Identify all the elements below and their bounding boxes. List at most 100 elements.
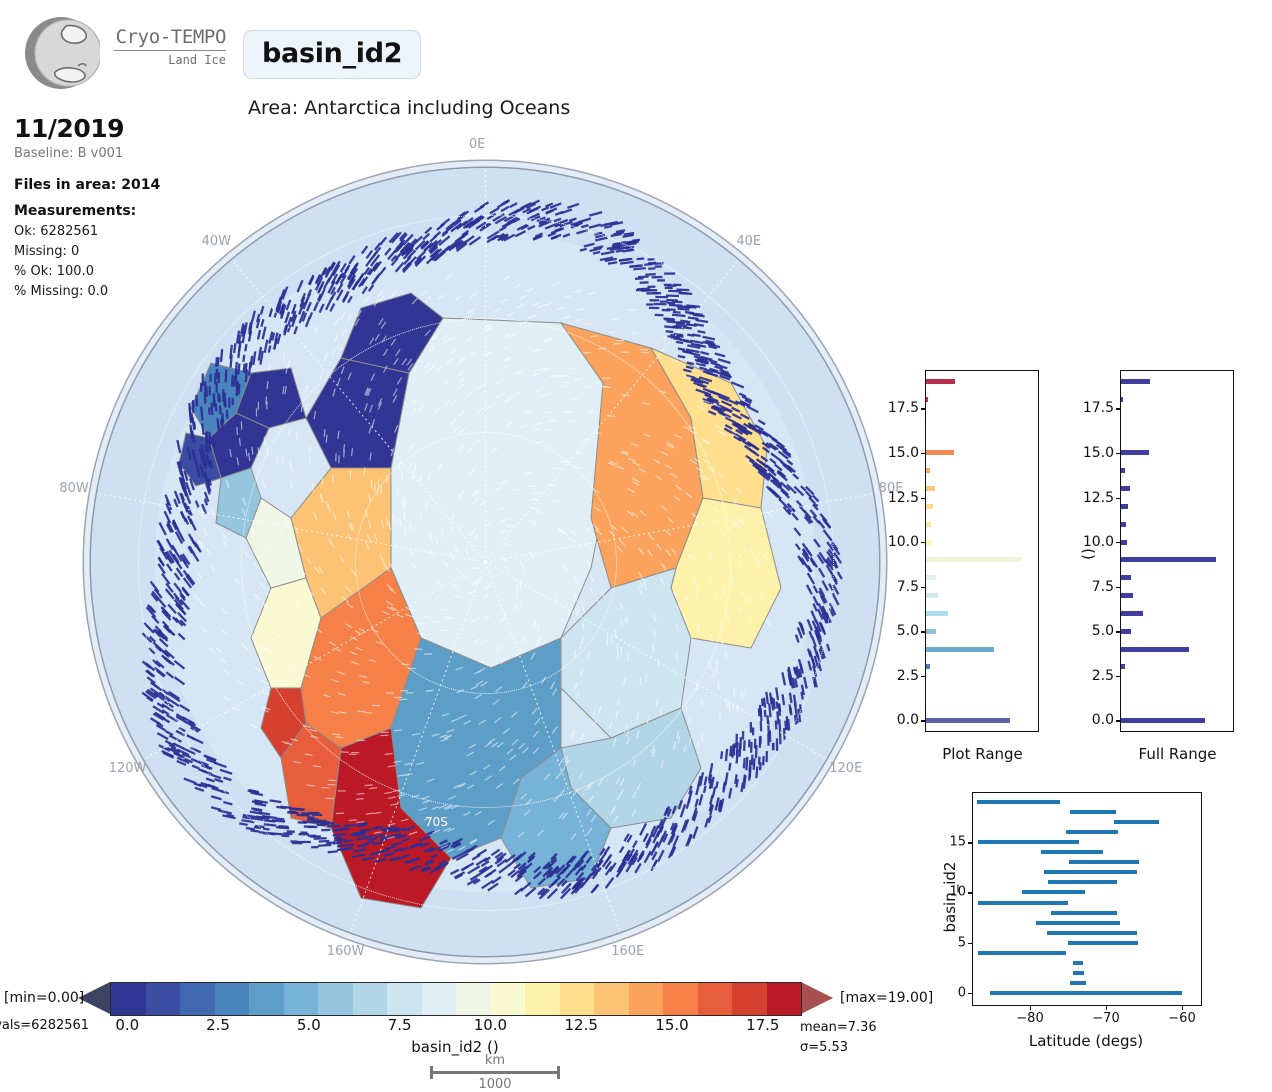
histogram-ytick-mark bbox=[1116, 498, 1121, 499]
histogram-ytick-mark bbox=[1116, 408, 1121, 409]
colorbar-tick-0: 0.0 bbox=[115, 1016, 139, 1034]
basin-latitude-ytick-mark bbox=[968, 892, 973, 893]
full-range-axes: 0.02.55.07.510.012.515.017.5 bbox=[1120, 370, 1234, 732]
colorbar-tick-6: 15.0 bbox=[655, 1016, 688, 1034]
parameter-badge[interactable]: basin_id2 bbox=[243, 30, 421, 79]
histogram-bar bbox=[1121, 611, 1143, 616]
basin-latitude-segment bbox=[978, 901, 1068, 905]
histogram-ytick-mark bbox=[1116, 587, 1121, 588]
histogram-bar bbox=[1121, 379, 1150, 384]
histogram-ytick-mark bbox=[921, 631, 926, 632]
basin-latitude-segment bbox=[1022, 890, 1084, 894]
basin-latitude-segment bbox=[1070, 810, 1116, 814]
basin-latitude-ytick-mark bbox=[968, 943, 973, 944]
basin-latitude-xtick-mark bbox=[1030, 1005, 1031, 1010]
colorbar-tick-4: 10.0 bbox=[474, 1016, 507, 1034]
basin-latitude-ytick-mark bbox=[968, 993, 973, 994]
basin-latitude-panel[interactable]: 051015−80−70−60 basin_id2 Latitude (degs… bbox=[972, 792, 1202, 1060]
histogram-ytick-mark bbox=[1116, 631, 1121, 632]
histogram-bar bbox=[1121, 397, 1123, 402]
map-longitude-label: 120E bbox=[829, 761, 862, 776]
map-longitude-label: 120W bbox=[109, 761, 147, 776]
histogram-bar bbox=[1121, 593, 1133, 598]
basin-latitude-segment bbox=[1114, 820, 1160, 824]
histogram-bar bbox=[926, 450, 954, 455]
colorbar-sigma-label: σ=5.53 bbox=[800, 1038, 877, 1058]
basin-latitude-segment bbox=[1047, 931, 1137, 935]
basin-latitude-segment bbox=[978, 840, 1079, 844]
basin-latitude-segment bbox=[1068, 941, 1138, 945]
colorbar-swatch-14 bbox=[594, 983, 629, 1015]
histogram-bar bbox=[926, 540, 932, 545]
full-range-ylabel: () bbox=[1079, 524, 1097, 584]
histogram-ytick-mark bbox=[921, 408, 926, 409]
basin-latitude-xtick-mark bbox=[1182, 1005, 1183, 1010]
scale-bar-line bbox=[430, 1071, 560, 1074]
histogram-ytick-mark bbox=[921, 720, 926, 721]
basin-latitude-ytick-mark bbox=[968, 842, 973, 843]
colorbar-tick-1: 2.5 bbox=[206, 1016, 230, 1034]
map-longitude-label: 40E bbox=[736, 234, 761, 249]
colorbar-gradient bbox=[110, 982, 802, 1016]
plot-range-caption: Plot Range bbox=[925, 745, 1040, 763]
map-latitude-label: 70S bbox=[425, 815, 448, 829]
colorbar-swatch-3 bbox=[215, 983, 250, 1015]
logo-subtitle: Land Ice bbox=[106, 54, 226, 66]
histogram-ytick-mark bbox=[921, 453, 926, 454]
colorbar-swatch-7 bbox=[353, 983, 388, 1015]
histogram-bar bbox=[926, 664, 930, 669]
colorbar-min-label: [min=0.00] bbox=[4, 990, 84, 1006]
histogram-ytick-mark bbox=[1116, 453, 1121, 454]
histogram-bar bbox=[1121, 468, 1125, 473]
colorbar-stats: mean=7.36 σ=5.53 bbox=[800, 1018, 877, 1057]
basin-latitude-segment bbox=[1048, 880, 1116, 884]
basin-latitude-segment bbox=[1073, 961, 1083, 965]
basin-latitude-segment bbox=[1066, 830, 1118, 834]
full-range-panel[interactable]: 0.02.55.07.510.012.515.017.5 () Full Ran… bbox=[1120, 370, 1235, 770]
colorbar-tick-5: 12.5 bbox=[564, 1016, 597, 1034]
colorbar-swatch-1 bbox=[146, 983, 181, 1015]
colorbar-nvals-label: nvals=6282561 bbox=[0, 1018, 89, 1033]
antarctica-polar-map[interactable]: 70S 0E40E80E120E160E160W120W80W40W km 10… bbox=[60, 148, 880, 968]
cryo-tempo-logo: Cryo-TEMPO Land Ice bbox=[14, 8, 229, 94]
colorbar-swatch-18 bbox=[732, 983, 767, 1015]
map-longitude-label: 80W bbox=[59, 481, 88, 496]
plot-range-panel[interactable]: 0.02.55.07.510.012.515.017.5 Plot Range bbox=[925, 370, 1040, 770]
colorbar-swatch-15 bbox=[629, 983, 664, 1015]
histogram-ytick-mark bbox=[921, 587, 926, 588]
map-longitude-label: 40W bbox=[202, 234, 231, 249]
colorbar-swatch-17 bbox=[698, 983, 733, 1015]
basin-latitude-segment bbox=[1044, 870, 1137, 874]
logo-divider bbox=[114, 50, 226, 51]
histogram-ytick-mark bbox=[921, 498, 926, 499]
colorbar-swatch-16 bbox=[663, 983, 698, 1015]
colorbar-swatch-0 bbox=[111, 983, 146, 1015]
histogram-bar bbox=[926, 504, 933, 509]
colorbar-axis-label: basin_id2 () bbox=[110, 1038, 800, 1056]
logo-title: Cryo-TEMPO bbox=[106, 28, 226, 47]
histogram-bar bbox=[926, 629, 936, 634]
colorbar-swatch-19 bbox=[767, 983, 802, 1015]
histogram-bar bbox=[1121, 450, 1149, 455]
histogram-bar bbox=[1121, 522, 1126, 527]
colorbar-swatch-5 bbox=[284, 983, 319, 1015]
histogram-bar bbox=[926, 575, 936, 580]
histogram-bar bbox=[926, 647, 994, 652]
histogram-bar bbox=[1121, 557, 1216, 562]
histogram-bar bbox=[1121, 664, 1125, 669]
histogram-bar bbox=[926, 522, 931, 527]
globe-icon bbox=[22, 14, 100, 92]
histogram-bar bbox=[926, 397, 928, 402]
histogram-ytick-mark bbox=[1116, 542, 1121, 543]
map-longitude-label: 160E bbox=[611, 944, 644, 959]
colorbar-mean-label: mean=7.36 bbox=[800, 1018, 877, 1038]
basin-latitude-xtick-mark bbox=[1106, 1005, 1107, 1010]
histogram-bar bbox=[1121, 486, 1130, 491]
basin-latitude-segment bbox=[1069, 860, 1140, 864]
basin-latitude-xtick-label: −60 bbox=[1168, 1011, 1195, 1026]
histogram-bar bbox=[1121, 504, 1128, 509]
basin-latitude-segment bbox=[1070, 981, 1087, 985]
histogram-bar bbox=[926, 718, 1010, 723]
basin-latitude-xlabel: Latitude (degs) bbox=[972, 1032, 1200, 1050]
histogram-bar bbox=[926, 486, 935, 491]
